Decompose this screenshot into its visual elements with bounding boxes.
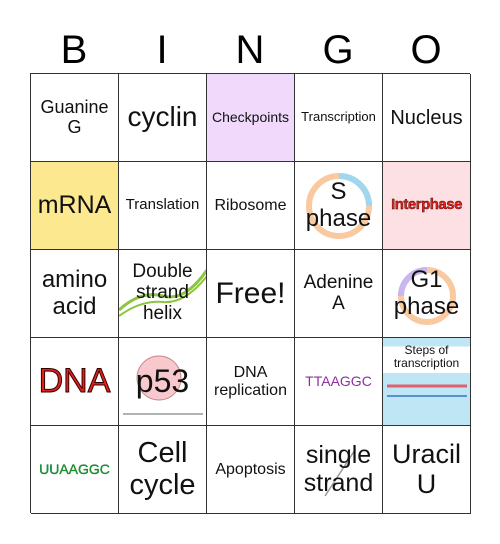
cell-text: Apoptosis: [215, 460, 286, 478]
cell-illustration: [306, 173, 372, 239]
cell[interactable]: Uracil U: [383, 426, 471, 514]
cell[interactable]: TTAAGGC: [295, 338, 383, 426]
cell-illustration: [123, 355, 203, 415]
cell[interactable]: DNA: [31, 338, 119, 426]
cell-text: Ribosome: [214, 196, 287, 214]
header-letter: N: [235, 28, 265, 72]
cell-text: mRNA: [37, 190, 112, 219]
cell[interactable]: DNA replication: [207, 338, 295, 426]
cell-text: Cell cycle: [129, 436, 196, 501]
cell[interactable]: cyclin: [119, 74, 207, 162]
bingo-header: B I N G O: [30, 26, 470, 74]
cell-text: Double strand helix: [132, 261, 193, 324]
cell[interactable]: Adenine A: [295, 250, 383, 338]
cell[interactable]: mRNA: [31, 162, 119, 250]
cell-text: Translation: [125, 196, 200, 214]
cell[interactable]: Translation: [119, 162, 207, 250]
cell[interactable]: Apoptosis: [207, 426, 295, 514]
cell[interactable]: Double strand helix: [119, 250, 207, 338]
cell[interactable]: UUAAGGC: [31, 426, 119, 514]
cell[interactable]: Guanine G: [31, 74, 119, 162]
cell[interactable]: Transcription: [295, 74, 383, 162]
cell-text: TTAAGGC: [305, 372, 372, 389]
cell-text: Guanine G: [40, 96, 109, 137]
cell-text: cyclin: [127, 101, 198, 133]
cell-text: DNA replication: [214, 363, 287, 399]
cell-text: Interphase: [391, 196, 463, 214]
cell[interactable]: S phase: [295, 162, 383, 250]
cell-text: S phase: [305, 178, 372, 232]
cell[interactable]: amino acid: [31, 250, 119, 338]
cell-text: single strand: [303, 441, 374, 497]
bingo-board: Guanine G cyclin Checkpoints Transcripti…: [30, 73, 471, 514]
cell-illustration: [387, 384, 467, 397]
cell-text: G1 phase: [393, 266, 460, 320]
cell-illustration: [324, 449, 356, 497]
cell[interactable]: Free!: [207, 250, 295, 338]
cell-text: UUAAGGC: [39, 460, 110, 477]
header-letter: I: [156, 28, 168, 72]
cell-text: DNA: [38, 361, 111, 400]
cell-illustration: [398, 267, 456, 325]
header-letter: B: [60, 28, 88, 72]
cell-text: Nucleus: [390, 106, 463, 129]
cell-text: amino acid: [41, 266, 108, 320]
cell-text: Uracil U: [391, 438, 461, 499]
cell[interactable]: Cell cycle: [119, 426, 207, 514]
cell[interactable]: Checkpoints: [207, 74, 295, 162]
header-letter: G: [322, 28, 354, 72]
cell[interactable]: Ribosome: [207, 162, 295, 250]
cell-text: Transcription: [301, 109, 376, 125]
cell-text: Checkpoints: [211, 108, 290, 125]
cell[interactable]: G1 phase: [383, 250, 471, 338]
cell[interactable]: Interphase: [383, 162, 471, 250]
cell-text: Free!: [215, 277, 286, 310]
cell-text: Adenine A: [303, 271, 374, 314]
header-letter: O: [410, 28, 442, 72]
cell[interactable]: p53: [119, 338, 207, 426]
cell-illustration: [119, 269, 206, 317]
cell-text: p53: [135, 362, 190, 399]
cell[interactable]: Nucleus: [383, 74, 471, 162]
cell[interactable]: Steps of transcription: [383, 338, 471, 426]
cell[interactable]: single strand: [295, 426, 383, 514]
cell-text: Steps of transcription: [393, 343, 460, 371]
